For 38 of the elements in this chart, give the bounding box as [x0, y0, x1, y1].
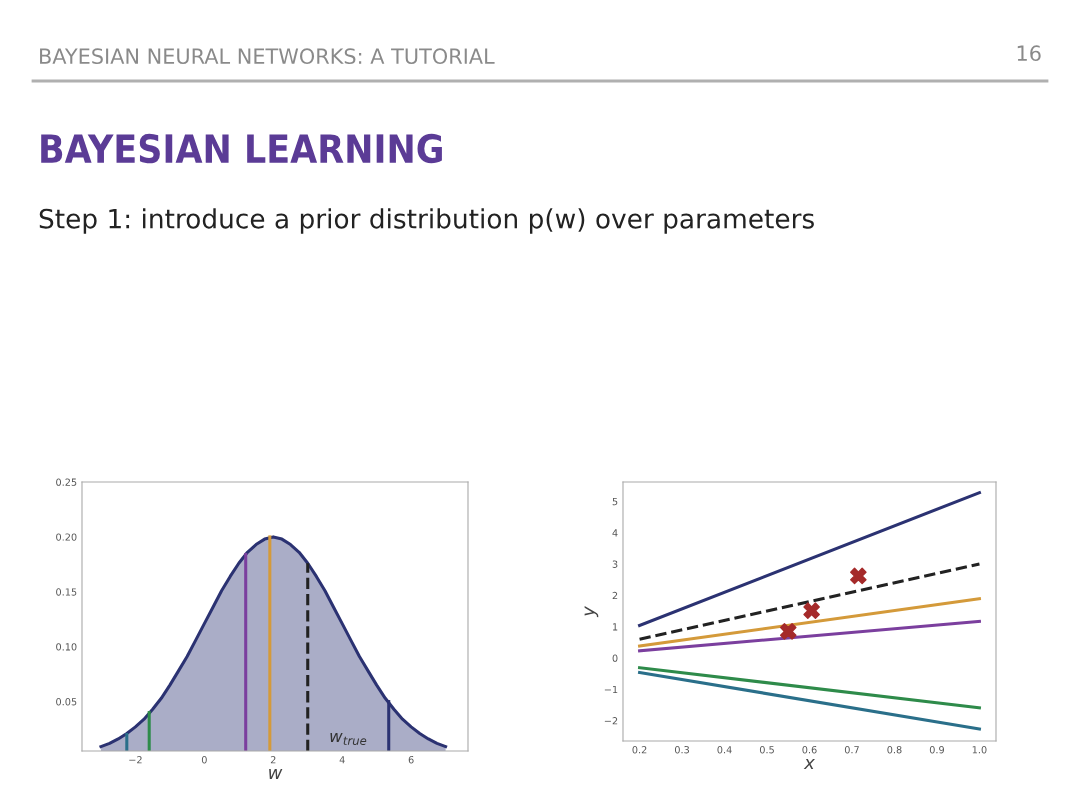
x-tick-label: 0.4 [717, 746, 732, 754]
y-tick-label: 0 [612, 654, 618, 662]
x-axis-title: w [269, 769, 283, 779]
x-tick-label: −2 [129, 756, 142, 764]
x-tick-label: 0 [201, 756, 207, 764]
chart-subtitle: Step 1: introduce a prior distribution p(w) over parameters [39, 208, 814, 234]
y-tick-label: 0.20 [56, 533, 77, 541]
x-tick-label: 0.8 [887, 746, 902, 754]
y-tick-label: 0.10 [56, 643, 77, 651]
y-axis-title: y [584, 605, 599, 618]
y-tick-label: 5 [612, 498, 618, 506]
x-tick-label: 6 [408, 756, 414, 764]
point [850, 567, 867, 585]
y-tick-label: 3 [612, 560, 618, 568]
text: 16 [1017, 45, 1041, 62]
annotation: w$_{true}$ [330, 732, 367, 745]
y-tick-label: 4 [612, 529, 618, 537]
y-tick-label: 0.25 [56, 478, 77, 486]
x-axis-title: x [803, 759, 815, 769]
y-tick-label: 1 [613, 623, 618, 631]
y-tick-label: −1 [604, 685, 618, 694]
chart-title: BAYESIAN LEARNING [41, 133, 442, 164]
y-tick-label: 2 [612, 591, 618, 600]
y-tick-label: 0.15 [56, 588, 77, 596]
x-tick-label: 4 [339, 756, 345, 764]
x-tick-label: 0.5 [759, 746, 774, 754]
x-tick-label: 0.9 [929, 746, 944, 754]
x-tick-label: 1.0 [972, 746, 987, 754]
x-tick-label: 2 [270, 756, 276, 764]
x-tick-label: 0.2 [632, 746, 647, 754]
point [803, 602, 820, 620]
x-tick-label: 0.6 [802, 746, 817, 754]
text: BAYESIAN NEURAL NETWORKS: A TUTORIAL [40, 48, 495, 65]
x-tick-label: 0.7 [844, 746, 859, 754]
x-tick-label: 0.3 [674, 746, 689, 754]
point [779, 623, 797, 640]
y-tick-label: 0.05 [56, 698, 77, 706]
y-tick-label: −2 [604, 717, 618, 725]
